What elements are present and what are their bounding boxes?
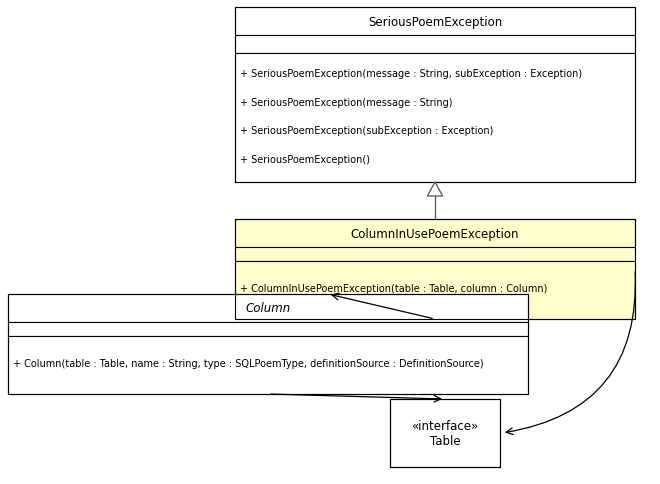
Bar <box>235 220 635 319</box>
Bar <box>235 8 635 36</box>
Bar <box>235 36 635 54</box>
Text: + Column(table : Table, name : String, type : SQLPoemType, definitionSource : De: + Column(table : Table, name : String, t… <box>13 358 484 368</box>
Text: Column: Column <box>246 302 290 315</box>
Bar <box>390 399 500 467</box>
Bar <box>8 336 528 394</box>
Bar <box>8 294 528 322</box>
Text: ColumnInUsePoemException: ColumnInUsePoemException <box>350 227 519 240</box>
Text: + SeriousPoemException(message : String): + SeriousPoemException(message : String) <box>240 98 453 107</box>
Bar <box>235 247 635 261</box>
Bar <box>390 399 500 467</box>
Bar <box>235 8 635 182</box>
Bar <box>8 322 528 336</box>
Bar <box>235 220 635 247</box>
Text: «interface»
Table: «interface» Table <box>411 419 478 447</box>
Bar <box>8 294 528 394</box>
Text: + ColumnInUsePoemException(table : Table, column : Column): + ColumnInUsePoemException(table : Table… <box>240 284 547 293</box>
Bar <box>235 261 635 319</box>
Text: + SeriousPoemException(message : String, subException : Exception): + SeriousPoemException(message : String,… <box>240 69 582 79</box>
Bar <box>235 54 635 182</box>
Text: SeriousPoemException: SeriousPoemException <box>368 15 502 29</box>
Polygon shape <box>427 182 443 197</box>
Text: + SeriousPoemException(subException : Exception): + SeriousPoemException(subException : Ex… <box>240 126 494 136</box>
Text: + SeriousPoemException(): + SeriousPoemException() <box>240 155 370 165</box>
